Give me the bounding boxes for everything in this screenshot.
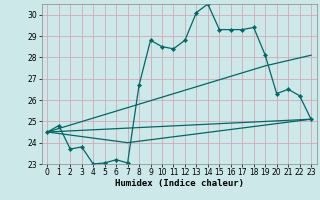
X-axis label: Humidex (Indice chaleur): Humidex (Indice chaleur) (115, 179, 244, 188)
